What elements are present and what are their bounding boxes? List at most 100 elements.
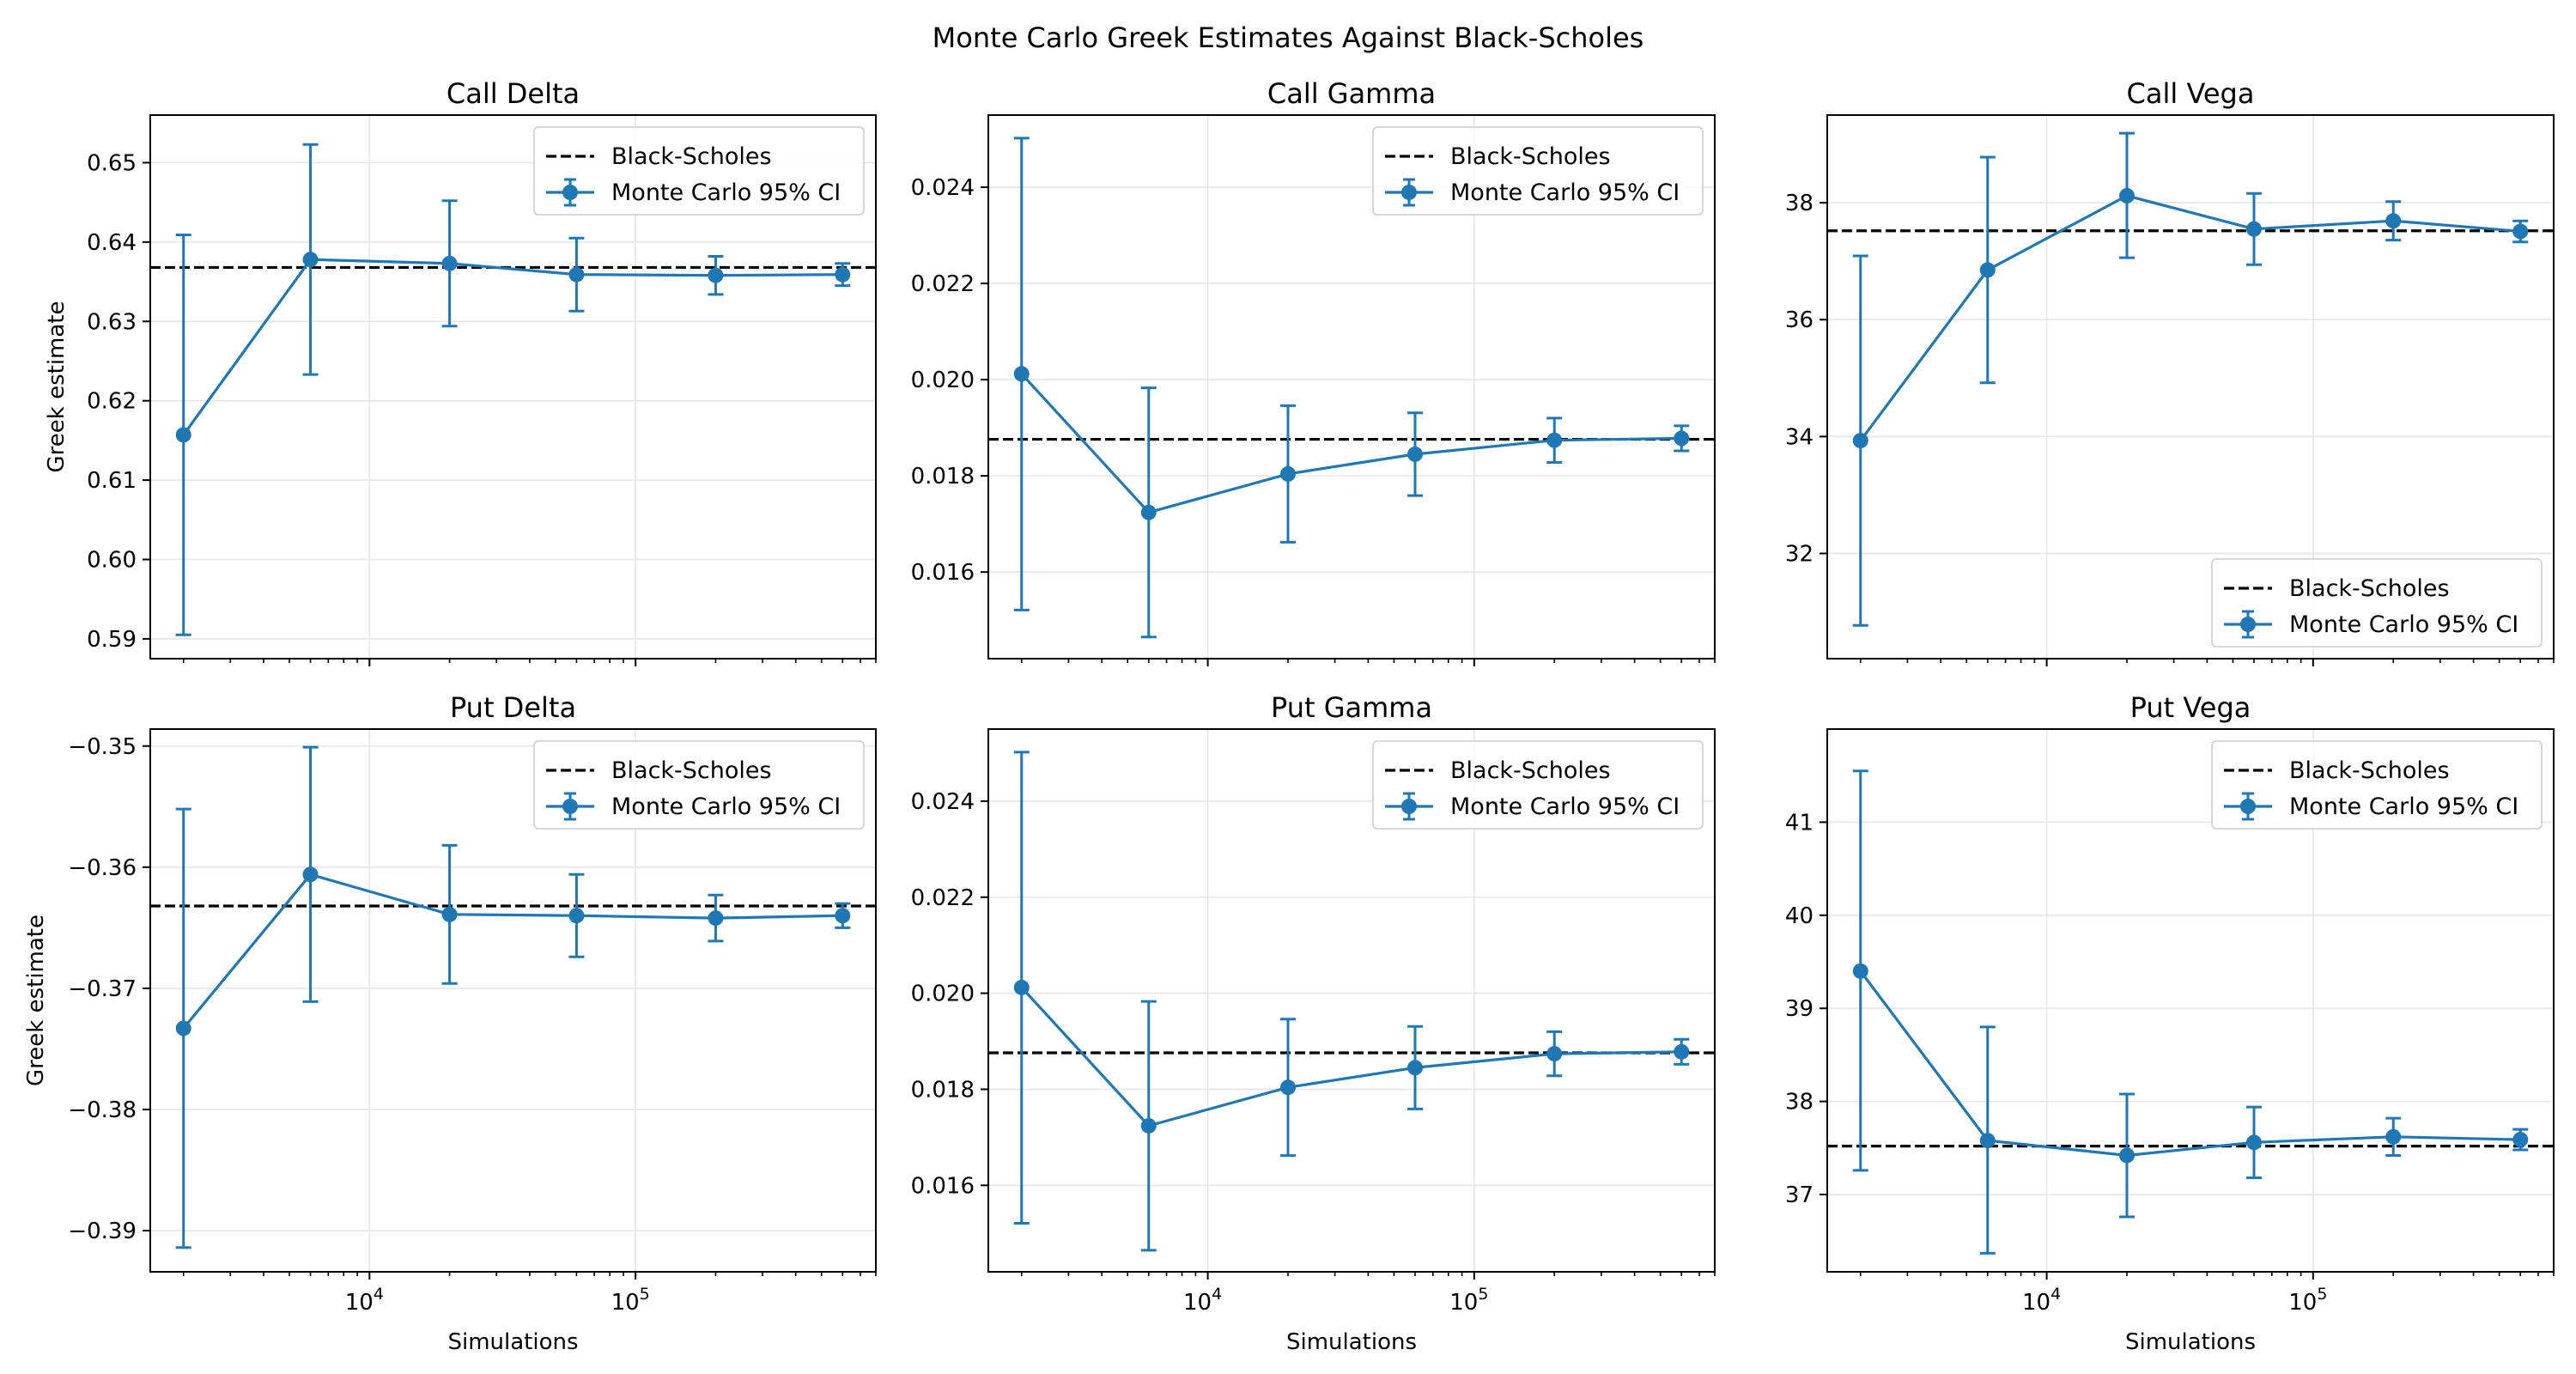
monte-carlo-line xyxy=(1020,986,1682,1128)
monte-carlo-point xyxy=(302,866,319,883)
y-tick-label: 32 xyxy=(1785,541,1814,567)
legend-box xyxy=(533,740,865,830)
monte-carlo-point xyxy=(568,266,585,283)
subplot-put-delta: −0.39 −0.38 −0.37 −0.36 −0.35 104 105 Put Delta… xyxy=(23,691,877,1355)
legend-monte-carlo-marker xyxy=(562,185,578,200)
x-tick-label: 105 xyxy=(2288,1285,2327,1316)
y-tick-label: −0.36 xyxy=(68,855,137,881)
y-tick-label: 0.024 xyxy=(911,175,975,201)
y-tick-label: 0.022 xyxy=(911,271,975,297)
monte-carlo-point xyxy=(302,252,319,268)
y-tick-label: 36 xyxy=(1785,307,1814,333)
legend-monte-carlo-label: Monte Carlo 95% CI xyxy=(611,179,841,206)
monte-carlo-point xyxy=(1674,430,1690,447)
y-tick-label: 40 xyxy=(1785,903,1814,929)
monte-carlo-point xyxy=(1852,963,1868,979)
monte-carlo-point xyxy=(1546,432,1563,448)
x-axis-label: Simulations xyxy=(2125,1329,2256,1355)
monte-carlo-point xyxy=(1546,1046,1563,1062)
monte-carlo-point xyxy=(2118,1147,2135,1164)
monte-carlo-point xyxy=(441,255,458,271)
subplot-call-delta: 0.59 0.60 0.61 0.62 0.63 0.64 0.65 Call Delta Gr… xyxy=(44,77,877,666)
monte-carlo-point xyxy=(1674,1043,1690,1060)
legend-box xyxy=(533,126,865,216)
monte-carlo-point xyxy=(2512,223,2529,240)
legend-black-scholes-label: Black-Scholes xyxy=(1450,757,1611,784)
legend-box xyxy=(1372,126,1704,216)
y-tick-label: 0.016 xyxy=(911,1173,975,1199)
y-tick-label: 0.022 xyxy=(911,885,975,911)
x-tick-label: 105 xyxy=(611,1285,650,1316)
legend-monte-carlo-marker xyxy=(1401,185,1417,200)
legend-monte-carlo-label: Monte Carlo 95% CI xyxy=(2289,611,2518,638)
y-tick-label: 38 xyxy=(1785,1090,1814,1116)
x-axis-label: Simulations xyxy=(1286,1329,1417,1355)
y-tick-label: 0.64 xyxy=(87,230,137,256)
x-tick-label: 104 xyxy=(345,1285,384,1316)
subplot-put-gamma: 0.016 0.018 0.020 0.022 0.024 104 105 Put Gamma… xyxy=(911,691,1716,1355)
legend-box xyxy=(2211,558,2543,647)
legend-black-scholes-label: Black-Scholes xyxy=(2289,757,2450,784)
monte-carlo-point xyxy=(1140,1117,1157,1134)
subplot-title: Put Gamma xyxy=(1271,691,1432,724)
monte-carlo-point xyxy=(568,908,585,924)
y-tick-label: −0.39 xyxy=(68,1219,137,1244)
monte-carlo-line xyxy=(1859,194,2521,442)
legend-black-scholes-label: Black-Scholes xyxy=(2289,575,2450,602)
figure-title: Monte Carlo Greek Estimates Against Blac… xyxy=(933,21,1644,54)
monte-carlo-point xyxy=(2385,1128,2402,1145)
x-tick-label: 104 xyxy=(2022,1285,2061,1316)
legend-box xyxy=(2211,740,2543,830)
monte-carlo-point xyxy=(1279,1079,1296,1096)
legend-monte-carlo-marker xyxy=(562,799,578,814)
y-tick-label: 41 xyxy=(1785,810,1814,836)
monte-carlo-point xyxy=(175,427,191,443)
y-tick-label: 0.63 xyxy=(87,309,137,335)
x-tick-label: 104 xyxy=(1183,1285,1222,1316)
legend-black-scholes-label: Black-Scholes xyxy=(611,143,772,170)
y-tick-label: 0.020 xyxy=(911,982,975,1007)
y-tick-label: 37 xyxy=(1785,1182,1814,1208)
monte-carlo-line xyxy=(1020,373,1682,514)
monte-carlo-point xyxy=(2118,187,2135,204)
x-tick-label: 105 xyxy=(1449,1285,1488,1316)
monte-carlo-point xyxy=(2246,1134,2263,1151)
legend-monte-carlo-label: Monte Carlo 95% CI xyxy=(611,793,841,820)
y-tick-label: −0.38 xyxy=(68,1097,137,1123)
monte-carlo-point xyxy=(441,906,458,922)
monte-carlo-point xyxy=(1979,1133,1996,1149)
monte-carlo-point xyxy=(708,267,724,283)
subplot-title: Put Vega xyxy=(2130,691,2251,724)
subplot-title: Put Delta xyxy=(450,691,576,724)
legend-monte-carlo-label: Monte Carlo 95% CI xyxy=(1450,179,1680,206)
monte-carlo-point xyxy=(1013,366,1030,382)
y-tick-label: 38 xyxy=(1785,191,1814,216)
subplot-title: Call Delta xyxy=(447,77,580,110)
y-axis-label: Greek estimate xyxy=(23,915,49,1086)
y-tick-label: 0.020 xyxy=(911,368,975,393)
monte-carlo-point xyxy=(835,266,851,283)
monte-carlo-point xyxy=(2385,213,2402,229)
monte-carlo-point xyxy=(1407,1060,1424,1076)
y-tick-label: 0.018 xyxy=(911,1077,975,1103)
axes-frame xyxy=(987,728,1716,1273)
subplot-put-vega: 37 38 39 40 41 104 105 Put Vega Simulations Black… xyxy=(1785,691,2555,1355)
x-axis-label: Simulations xyxy=(447,1329,578,1355)
legend-monte-carlo-marker xyxy=(2240,799,2256,814)
y-tick-label: −0.35 xyxy=(68,734,137,760)
monte-carlo-point xyxy=(1140,504,1157,520)
monte-carlo-point xyxy=(1013,979,1030,995)
y-tick-label: 0.61 xyxy=(87,468,137,494)
axes-frame xyxy=(987,114,1716,660)
y-tick-label: −0.37 xyxy=(68,976,137,1002)
y-tick-label: 0.62 xyxy=(87,389,137,415)
legend-box xyxy=(1372,740,1704,830)
axes-frame xyxy=(1826,728,2555,1273)
axes-frame xyxy=(149,114,877,660)
monte-carlo-line xyxy=(182,258,843,436)
legend-monte-carlo-marker xyxy=(1401,799,1417,814)
subplot-title: Call Gamma xyxy=(1267,77,1436,110)
subplot-call-gamma: 0.016 0.018 0.020 0.022 0.024 Call Gamma Black… xyxy=(911,77,1716,666)
subplot-title: Call Vega xyxy=(2127,77,2255,110)
